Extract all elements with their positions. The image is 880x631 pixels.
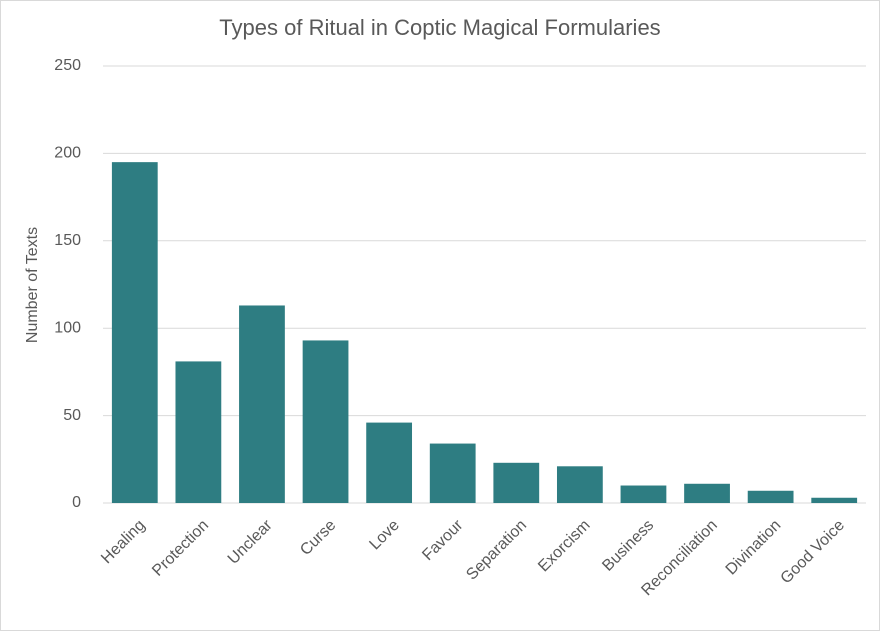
bar: [493, 462, 540, 503]
y-axis-label: Number of Texts: [24, 227, 41, 343]
bar: [175, 361, 222, 503]
y-tick-label: 50: [63, 407, 81, 424]
bar: [620, 485, 667, 503]
y-tick-label: 0: [72, 494, 81, 511]
bar: [556, 466, 603, 503]
chart-title: Types of Ritual in Coptic Magical Formul…: [219, 15, 660, 40]
bar: [684, 483, 730, 503]
bar: [366, 422, 413, 503]
bar: [429, 443, 476, 503]
y-tick-label: 200: [54, 145, 81, 162]
bar: [302, 340, 349, 503]
bar: [811, 497, 858, 503]
bar: [747, 490, 794, 503]
y-tick-label: 100: [54, 319, 81, 336]
bar: [111, 162, 158, 503]
y-tick-label: 250: [54, 57, 81, 74]
bar: [239, 305, 285, 503]
y-tick-label: 150: [54, 232, 81, 249]
